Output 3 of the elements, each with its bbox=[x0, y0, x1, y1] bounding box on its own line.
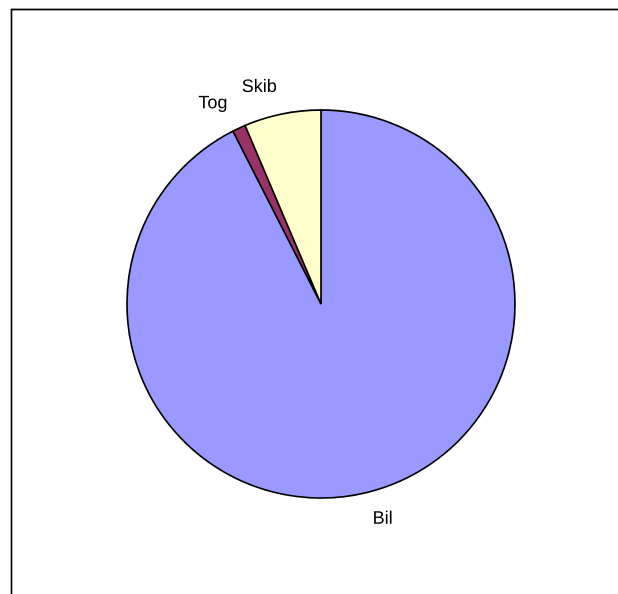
slice-label: Skib bbox=[242, 78, 276, 92]
slice-label: Tog bbox=[198, 96, 226, 112]
slice-label: Bil bbox=[374, 510, 392, 524]
